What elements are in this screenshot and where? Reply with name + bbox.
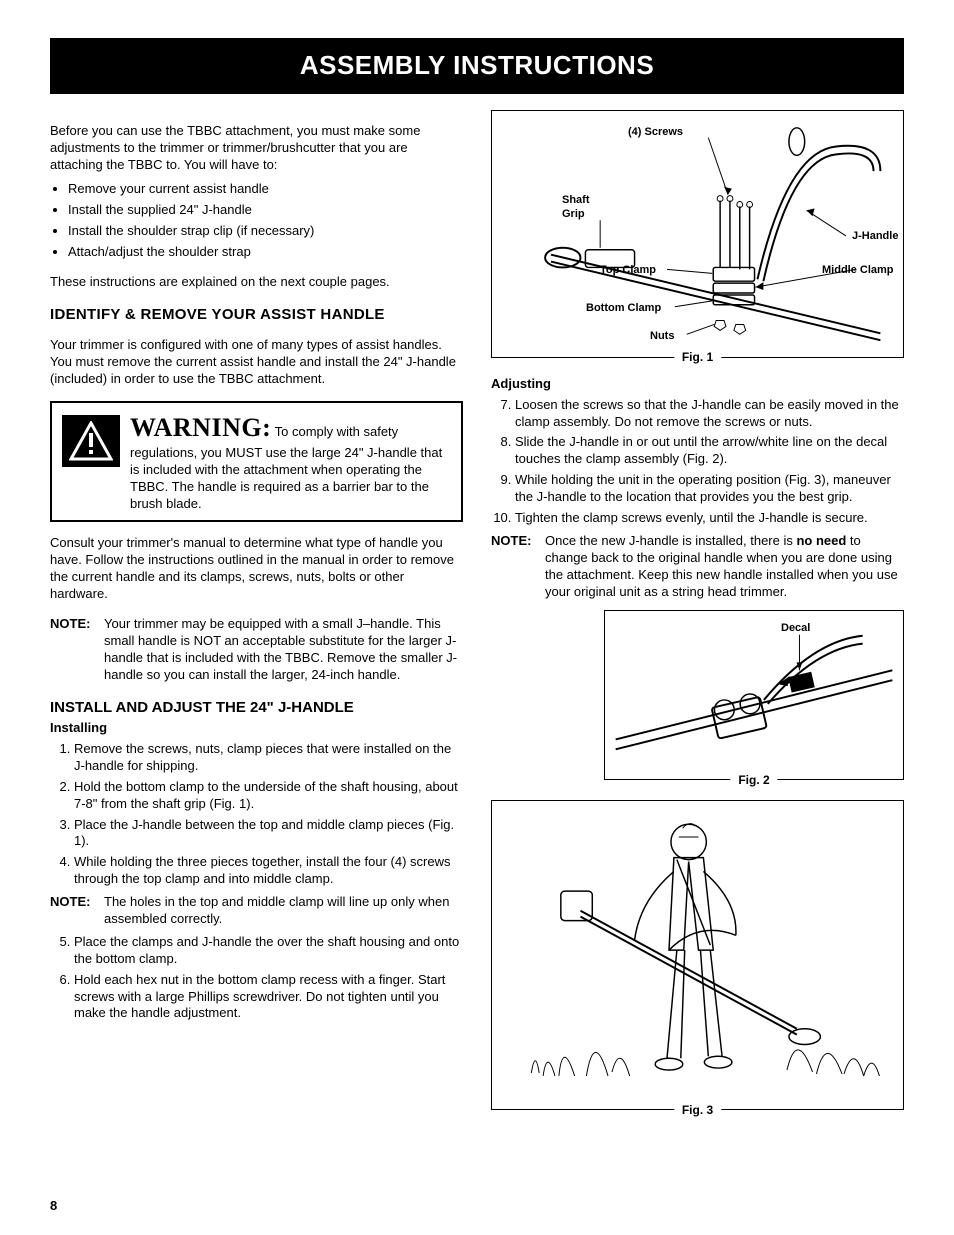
step-item: Place the J-handle between the top and m… bbox=[74, 817, 463, 851]
heading-identify-remove: IDENTIFY & REMOVE YOUR ASSIST HANDLE bbox=[50, 305, 463, 325]
warning-callout: WARNING: To comply with safety regulatio… bbox=[50, 401, 463, 522]
adjusting-steps: Loosen the screws so that the J-handle c… bbox=[491, 397, 904, 527]
fig1-label-bottom-clamp: Bottom Clamp bbox=[586, 301, 661, 315]
note-text: Your trimmer may be equipped with a smal… bbox=[104, 616, 463, 684]
step-item: While holding the unit in the operating … bbox=[515, 472, 904, 506]
fig1-label-middle-clamp: Middle Clamp bbox=[822, 263, 894, 277]
step-item: Tighten the clamp screws evenly, until t… bbox=[515, 510, 904, 527]
step-item: Place the clamps and J-handle the over t… bbox=[74, 934, 463, 968]
figure-1-caption: Fig. 1 bbox=[674, 350, 721, 366]
intro-paragraph: Before you can use the TBBC attachment, … bbox=[50, 123, 463, 174]
note-text: Once the new J-handle is installed, ther… bbox=[545, 533, 904, 601]
note-text: The holes in the top and middle clamp wi… bbox=[104, 894, 463, 928]
figure-3-caption: Fig. 3 bbox=[674, 1103, 721, 1119]
note-keep-handle: NOTE: Once the new J-handle is installed… bbox=[491, 533, 904, 601]
note-holes-lineup: NOTE: The holes in the top and middle cl… bbox=[50, 894, 463, 928]
step-item: Hold each hex nut in the bottom clamp re… bbox=[74, 972, 463, 1023]
fig1-label-nuts: Nuts bbox=[650, 329, 674, 343]
banner-title: ASSEMBLY INSTRUCTIONS bbox=[50, 38, 904, 94]
fig2-label-decal: Decal bbox=[781, 621, 810, 635]
subheading-installing: Installing bbox=[50, 720, 463, 737]
warning-icon bbox=[62, 415, 120, 467]
step-item: Loosen the screws so that the J-handle c… bbox=[515, 397, 904, 431]
installing-steps: Remove the screws, nuts, clamp pieces th… bbox=[50, 741, 463, 888]
note-label: NOTE: bbox=[491, 533, 545, 601]
figure-1: (4) Screws Shaft Grip J-Handle Top Clamp… bbox=[491, 110, 904, 358]
figure-3: Fig. 3 bbox=[491, 800, 904, 1110]
page-number: 8 bbox=[50, 1198, 904, 1215]
step-item: Hold the bottom clamp to the underside o… bbox=[74, 779, 463, 813]
two-column-layout: Before you can use the TBBC attachment, … bbox=[50, 110, 904, 1194]
note-small-jhandle: NOTE: Your trimmer may be equipped with … bbox=[50, 616, 463, 684]
left-column: Before you can use the TBBC attachment, … bbox=[50, 110, 463, 1194]
fig1-label-screws: (4) Screws bbox=[628, 125, 683, 139]
identify-paragraph: Your trimmer is configured with one of m… bbox=[50, 337, 463, 388]
figure-2-caption: Fig. 2 bbox=[730, 773, 777, 789]
figure-1-diagram bbox=[492, 111, 903, 357]
page: ASSEMBLY INSTRUCTIONS Before you can use… bbox=[0, 0, 954, 1235]
heading-install-adjust: INSTALL AND ADJUST THE 24" J-HANDLE bbox=[50, 698, 463, 718]
bullet-item: Attach/adjust the shoulder strap bbox=[68, 244, 463, 261]
prep-bullet-list: Remove your current assist handle Instal… bbox=[50, 181, 463, 261]
fig1-label-shaft-grip: Shaft Grip bbox=[562, 193, 590, 222]
figure-3-diagram bbox=[492, 801, 903, 1109]
after-bullets-paragraph: These instructions are explained on the … bbox=[50, 274, 463, 291]
right-column: (4) Screws Shaft Grip J-Handle Top Clamp… bbox=[491, 110, 904, 1194]
step-item: Slide the J-handle in or out until the a… bbox=[515, 434, 904, 468]
consult-paragraph: Consult your trimmer's manual to determi… bbox=[50, 535, 463, 603]
step-item: Remove the screws, nuts, clamp pieces th… bbox=[74, 741, 463, 775]
bullet-item: Install the supplied 24" J-handle bbox=[68, 202, 463, 219]
bullet-item: Remove your current assist handle bbox=[68, 181, 463, 198]
figure-2-diagram bbox=[605, 611, 903, 779]
figure-2: Decal Fig. 2 bbox=[604, 610, 904, 780]
note-label: NOTE: bbox=[50, 616, 104, 684]
installing-steps-continued: Place the clamps and J-handle the over t… bbox=[50, 934, 463, 1022]
warning-label: WARNING: bbox=[130, 413, 271, 442]
warning-text: WARNING: To comply with safety regulatio… bbox=[130, 411, 451, 512]
bullet-item: Install the shoulder strap clip (if nece… bbox=[68, 223, 463, 240]
fig1-label-jhandle: J-Handle bbox=[852, 229, 898, 243]
step-item: While holding the three pieces together,… bbox=[74, 854, 463, 888]
fig1-label-top-clamp: Top Clamp bbox=[600, 263, 656, 277]
subheading-adjusting: Adjusting bbox=[491, 376, 904, 393]
note-label: NOTE: bbox=[50, 894, 104, 928]
